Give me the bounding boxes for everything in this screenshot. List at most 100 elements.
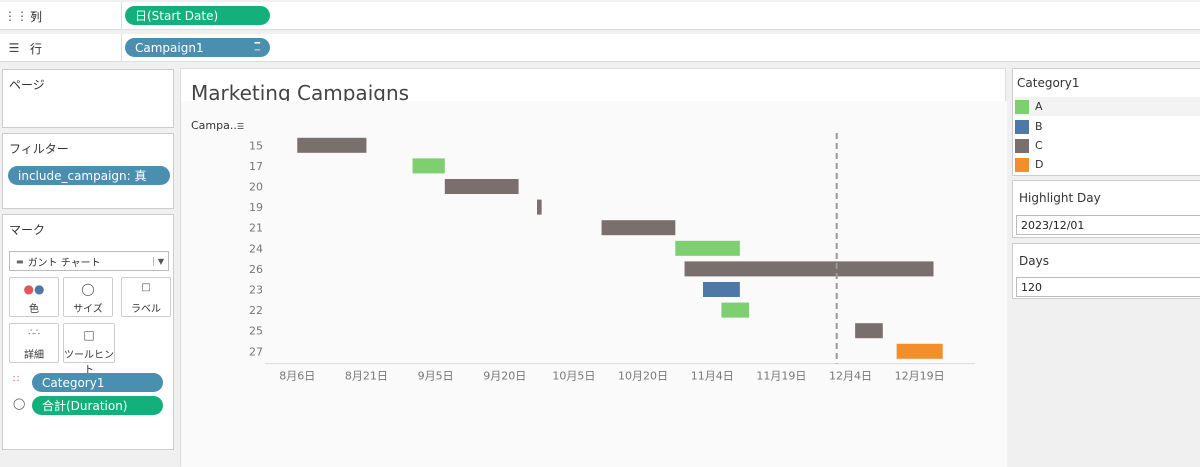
size-button[interactable]: ◯ サイズ	[63, 277, 113, 317]
x-tick-label: 12月19日	[895, 370, 945, 383]
chart-background	[181, 101, 1007, 467]
duration-pill[interactable]: 合計(Duration)	[32, 396, 163, 415]
gantt-bar[interactable]	[684, 261, 934, 277]
gantt-icon: ▬	[16, 256, 24, 266]
x-tick-label: 10月20日	[618, 370, 668, 383]
legend-label: B	[1035, 120, 1043, 133]
rows-pill[interactable]: Campaign1 ━ ─	[125, 38, 270, 57]
x-tick-label: 11月19日	[756, 370, 806, 383]
filter-pill-include-campaign[interactable]: include_campaign: 真	[8, 166, 170, 185]
columns-shelf-header: ⋮⋮⋮ 列	[4, 2, 122, 30]
rows-icon: ☰	[8, 41, 20, 55]
x-tick-label: 8月6日	[279, 370, 315, 383]
x-tick-label: 10月5日	[552, 370, 595, 383]
size-button-label: サイズ	[73, 304, 103, 315]
gantt-bar[interactable]	[297, 137, 367, 153]
days-title: Days	[1019, 254, 1049, 268]
mark-type-label: ガント チャート	[27, 257, 101, 269]
legend-label: A	[1035, 100, 1043, 113]
gantt-bar[interactable]	[601, 220, 676, 236]
columns-shelf-label: 列	[30, 9, 43, 24]
days-panel: Days 120	[1012, 243, 1200, 299]
duration-pill-label: 合計(Duration)	[42, 399, 128, 413]
gantt-bar[interactable]	[896, 343, 943, 359]
color-dots-icon: ●●	[23, 282, 45, 296]
highlight-day-title: Highlight Day	[1019, 191, 1101, 205]
rows-shelf: ☰ 行 Campaign1 ━ ─	[0, 34, 1200, 62]
columns-shelf: ⋮⋮⋮ 列 日(Start Date)	[0, 2, 1200, 30]
columns-icon: ⋮⋮⋮	[4, 9, 40, 23]
sort-icon[interactable]: ☰	[237, 122, 244, 131]
viz-panel: Marketing Campaigns Campa.. ☰ 15 17 20 19 21…	[180, 68, 1007, 467]
gantt-bar[interactable]	[444, 179, 519, 194]
rows-shelf-header: ☰ 行	[4, 34, 122, 62]
filter-pill-label: include_campaign: 真	[18, 169, 147, 183]
mark-type-select[interactable]: ▬ ガント チャート ▼	[9, 251, 169, 271]
legend-item-a[interactable]: A	[1015, 97, 1200, 116]
legend-item-d[interactable]: D	[1015, 155, 1200, 174]
row-label: 27	[249, 345, 263, 358]
row-label: 20	[249, 181, 263, 194]
days-input[interactable]: 120	[1016, 277, 1200, 297]
color-legend: Category1 A B C D	[1012, 68, 1200, 176]
row-label: 26	[249, 263, 263, 276]
category-pill-label: Category1	[42, 375, 105, 390]
y-axis-header: Campa..	[191, 119, 237, 132]
detail-button[interactable]: ∴∴ 詳細	[9, 323, 59, 363]
tooltip-button[interactable]: □ ツールヒント	[63, 323, 115, 376]
pages-panel-title: ページ	[9, 78, 45, 92]
highlight-day-input[interactable]: 2023/12/01	[1016, 215, 1200, 235]
detail-dots-icon: ∴∴	[28, 328, 40, 338]
color-button-label: 色	[29, 304, 39, 315]
gantt-bar[interactable]	[702, 282, 740, 297]
legend-item-c[interactable]: C	[1015, 136, 1200, 155]
color-button[interactable]: ●● 色	[9, 277, 59, 317]
legend-swatch	[1015, 119, 1029, 134]
label-button-label: ラベル	[131, 304, 161, 315]
legend-title: Category1	[1017, 76, 1080, 90]
row-label: 25	[249, 325, 263, 338]
row-label: 19	[249, 201, 263, 214]
speech-bubble-icon: □	[83, 328, 95, 342]
row-label: 17	[249, 160, 263, 173]
size-icon: ◯	[81, 282, 95, 296]
gantt-bar[interactable]	[537, 199, 542, 215]
columns-pill[interactable]: 日(Start Date)	[125, 6, 270, 25]
x-tick-label: 9月20日	[483, 370, 526, 383]
chevron-down-icon: ▼	[152, 256, 164, 266]
columns-pill-label: 日(Start Date)	[135, 9, 219, 23]
pages-panel: ページ	[2, 69, 174, 128]
rows-shelf-label: 行	[30, 41, 43, 56]
category-pill[interactable]: Category1	[32, 373, 163, 392]
row-label: 22	[249, 304, 263, 317]
tooltip-button-label: ツールヒント	[64, 350, 114, 376]
detail-button-label: 詳細	[24, 350, 44, 361]
size-field-icon: ◯	[13, 397, 26, 410]
gantt-chart: Campa.. ☰ 15 17 20 19 21 24 26 23 22 25 27 8月6日 8月2…	[191, 119, 975, 383]
row-label: 24	[249, 242, 263, 255]
gantt-bar[interactable]	[675, 240, 740, 256]
text-label-icon: □	[141, 282, 151, 293]
row-label: 23	[249, 284, 263, 297]
marks-panel: マーク ▬ ガント チャート ▼ ●● 色 ◯ サイズ □ ラベル ∴∴ 詳細 …	[2, 214, 174, 450]
color-field-icon: ∷	[13, 374, 20, 385]
label-button[interactable]: □ ラベル	[121, 277, 171, 317]
x-tick-label: 8月21日	[345, 370, 388, 383]
legend-label: C	[1035, 139, 1043, 152]
legend-item-b[interactable]: B	[1015, 117, 1200, 136]
legend-swatch	[1015, 99, 1029, 114]
gantt-bar[interactable]	[855, 323, 883, 339]
filters-panel: フィルター include_campaign: 真	[2, 133, 174, 209]
gantt-bar[interactable]	[721, 302, 750, 318]
legend-swatch	[1015, 157, 1029, 172]
legend-swatch	[1015, 138, 1029, 153]
marks-panel-title: マーク	[9, 223, 46, 237]
highlight-day-panel: Highlight Day 2023/12/01	[1012, 180, 1200, 238]
row-label: 21	[249, 222, 263, 235]
sort-descending-icon[interactable]: ━ ─	[254, 38, 260, 56]
rows-pill-label: Campaign1	[135, 40, 204, 55]
gantt-bar[interactable]	[412, 158, 445, 174]
x-tick-label: 12月4日	[829, 370, 872, 383]
x-tick-label: 11月4日	[691, 370, 734, 383]
x-tick-label: 9月5日	[418, 370, 454, 383]
